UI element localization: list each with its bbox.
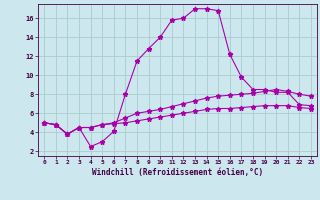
- X-axis label: Windchill (Refroidissement éolien,°C): Windchill (Refroidissement éolien,°C): [92, 168, 263, 177]
